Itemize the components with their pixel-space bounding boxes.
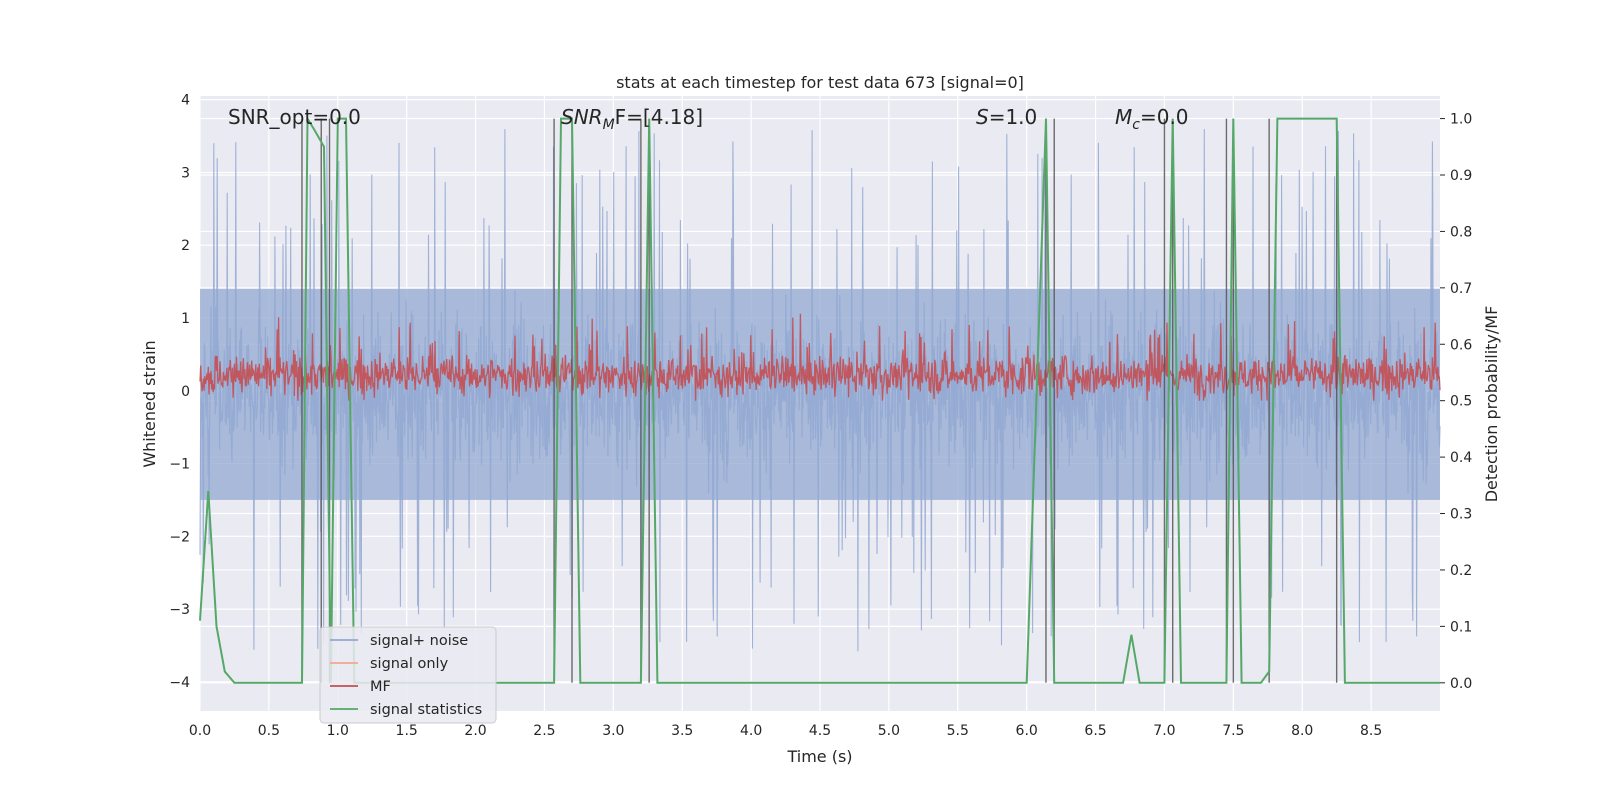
y-right-tick-label: 1.0 [1450,112,1472,128]
chart-title: stats at each timestep for test data 673… [616,73,1024,92]
y-right-tick-label: 0.1 [1450,619,1472,635]
x-tick-label: 2.5 [533,723,555,739]
x-tick-label: 7.5 [1222,723,1244,739]
y-right-tick-label: 0.6 [1450,337,1472,353]
y-right-tick-label: 0.2 [1450,563,1472,579]
signal-statistics-series [199,115,1440,684]
legend-label-signal-only: signal only [370,656,449,672]
y-right-axis-label: Detection probability/MF [1482,306,1501,503]
y-left-tick-label: −3 [169,602,190,618]
annotation-s: S=1.0 [976,105,1037,129]
legend-label-signal-statistics: signal statistics [370,702,482,718]
y-right-tick-label: 0.5 [1450,394,1472,410]
y-left-tick-label: 2 [181,238,190,254]
y-left-tick-label: 3 [181,165,190,181]
y-left-tick-label: −2 [169,529,190,545]
legend-label-mf: MF [370,679,391,695]
legend-label-signal-noise: signal+ noise [370,633,468,649]
x-tick-label: 6.0 [1016,723,1038,739]
y-right-tick-label: 0.7 [1450,281,1472,297]
x-tick-label: 1.5 [396,723,418,739]
x-tick-label: 8.0 [1291,723,1313,739]
x-axis-label: Time (s) [786,747,852,766]
legend: signal+ noise signal only MF signal stat… [319,626,497,724]
x-tick-label: 4.5 [809,723,831,739]
x-tick-label: 0.5 [258,723,280,739]
y-left-tick-label: −4 [169,675,190,691]
x-tick-label: 2.0 [464,723,486,739]
x-tick-label: 1.0 [327,723,349,739]
x-tick-label: 3.0 [602,723,624,739]
x-tick-label: 6.5 [1084,723,1106,739]
y-right-tick-label: 0.9 [1450,168,1472,184]
y-left-tick-label: −1 [169,457,190,473]
y-right-tick-label: 0.0 [1450,676,1472,692]
y-left-tick-label: 0 [181,384,190,400]
y-right-axis-ticks: 0.0 0.1 0.2 0.3 0.4 0.5 0.6 0.7 0.8 0.9 1.0 [1440,112,1472,692]
annotation-snr-opt: SNR_opt=0.0 [228,105,361,129]
y-left-tick-label: 1 [181,311,190,327]
x-tick-label: 7.0 [1153,723,1175,739]
x-axis-ticks: 0.0 0.5 1.0 1.5 2.0 2.5 3.0 3.5 4.0 4.5 5.0 5.5 6.0 6… [189,723,1382,739]
y-left-axis-label: Whitened strain [140,340,159,467]
x-tick-label: 5.5 [947,723,969,739]
x-tick-label: 0.0 [189,723,211,739]
signal-statistics-line [199,115,1440,684]
x-tick-label: 5.0 [878,723,900,739]
x-tick-label: 4.0 [740,723,762,739]
annotation-snr-mf: SNRMF=[4.18] [561,105,703,133]
y-right-tick-label: 0.4 [1450,450,1472,466]
y-right-tick-label: 0.8 [1450,224,1472,240]
y-left-axis-ticks: −4 −3 −2 −1 0 1 2 3 4 [169,93,190,691]
annotation-mc: Mc=0.0 [1115,105,1189,133]
x-tick-label: 8.5 [1360,723,1382,739]
y-left-tick-label: 4 [181,93,190,109]
y-right-tick-label: 0.3 [1450,507,1472,523]
legend-box [319,626,497,724]
x-tick-label: 3.5 [671,723,693,739]
